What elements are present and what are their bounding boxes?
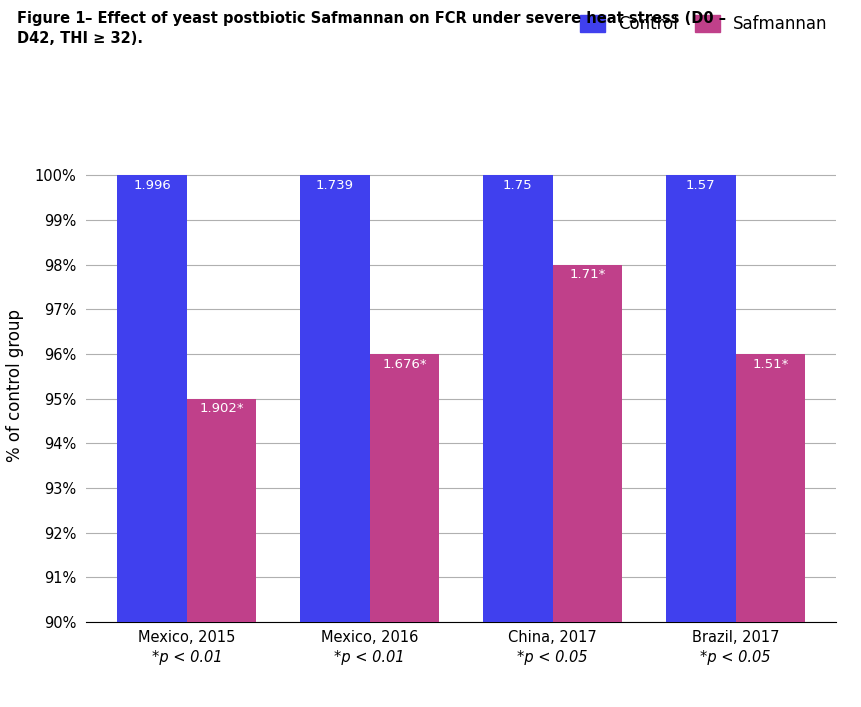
Text: 1.902*: 1.902* (199, 402, 244, 415)
Text: 1.71*: 1.71* (568, 268, 605, 281)
Text: *p < 0.05: *p < 0.05 (517, 650, 587, 665)
Text: Mexico, 2016: Mexico, 2016 (320, 630, 418, 645)
Legend: Control, Safmannan: Control, Safmannan (579, 15, 827, 33)
Text: 1.75: 1.75 (503, 179, 532, 192)
Bar (369, 354, 439, 622)
Text: 1.739: 1.739 (316, 179, 354, 192)
Bar (117, 175, 187, 622)
Text: Figure 1: Figure 1 (17, 11, 85, 25)
Bar (187, 399, 256, 622)
Text: 1.676*: 1.676* (381, 358, 426, 370)
Bar (300, 175, 369, 622)
Y-axis label: % of control group: % of control group (6, 309, 23, 462)
Text: *p < 0.05: *p < 0.05 (699, 650, 770, 665)
Text: 1.996: 1.996 (133, 179, 170, 192)
Bar (552, 264, 622, 622)
Bar (666, 175, 734, 622)
Text: Mexico, 2015: Mexico, 2015 (138, 630, 235, 645)
Text: *p < 0.01: *p < 0.01 (334, 650, 405, 665)
Text: China, 2017: China, 2017 (508, 630, 597, 645)
Text: D42, THI ≥ 32).: D42, THI ≥ 32). (17, 31, 143, 46)
Bar (734, 354, 804, 622)
Text: *p < 0.01: *p < 0.01 (152, 650, 222, 665)
Bar (482, 175, 552, 622)
Text: 1.51*: 1.51* (752, 358, 788, 370)
Text: – Effect of yeast postbiotic Safmannan on FCR under severe heat stress (D0 –: – Effect of yeast postbiotic Safmannan o… (80, 11, 725, 25)
Text: Brazil, 2017: Brazil, 2017 (691, 630, 778, 645)
Text: 1.57: 1.57 (685, 179, 715, 192)
